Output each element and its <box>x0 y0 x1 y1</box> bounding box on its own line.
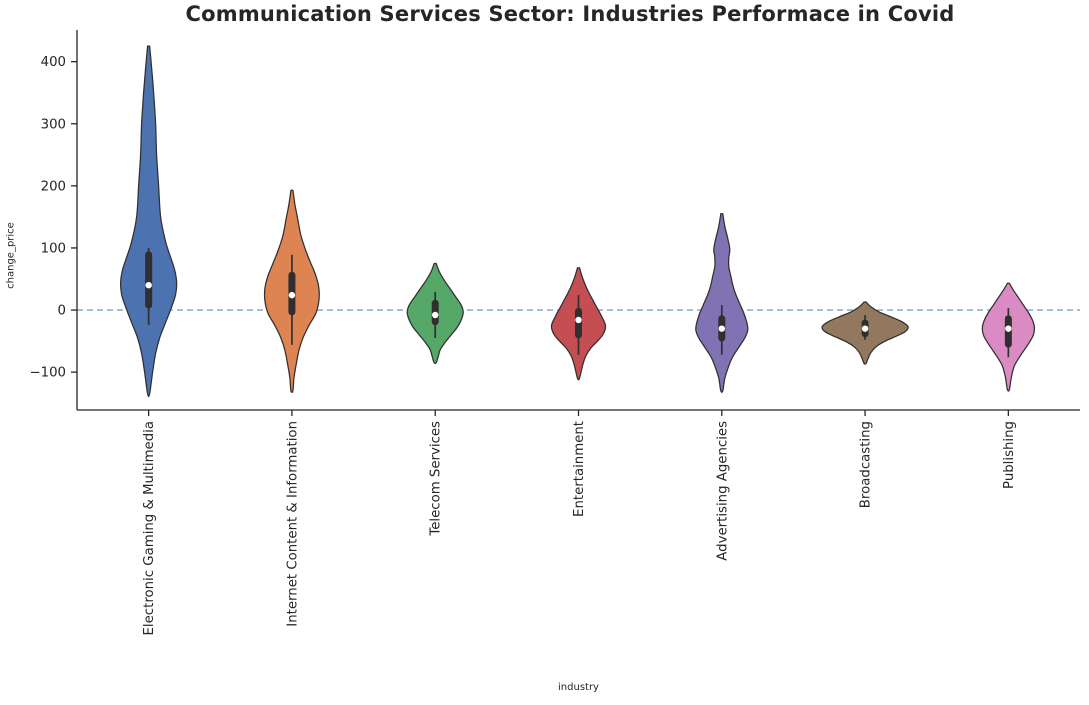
violin-advertising-agencies <box>695 213 749 393</box>
violin-median-dot-advertising-agencies <box>718 325 725 332</box>
y-tick-label: 400 <box>41 55 66 70</box>
chart-title: Communication Services Sector: Industrie… <box>185 2 955 26</box>
violin-electronic-gaming-multimedia <box>119 45 178 398</box>
y-tick-label: 0 <box>58 304 66 319</box>
y-tick-label: 300 <box>41 117 66 132</box>
y-axis-label: change_price <box>5 222 17 289</box>
violin-median-dot-entertainment <box>575 316 582 324</box>
x-tick-label: Telecom Services <box>429 421 444 537</box>
x-tick-label: Entertainment <box>572 421 587 517</box>
violin-median-dot-broadcasting <box>861 325 869 332</box>
violin-median-dot-electronic-gaming-multimedia <box>145 281 152 289</box>
y-tick-label: 200 <box>41 179 66 194</box>
x-tick-label: Broadcasting <box>859 421 874 508</box>
y-tick-label: −100 <box>29 366 66 381</box>
violin-median-dot-telecom-services <box>432 311 439 319</box>
x-tick-label: Internet Content & Information <box>285 421 300 627</box>
y-tick-label: 100 <box>41 241 66 256</box>
violin-median-dot-internet-content-information <box>288 291 296 299</box>
x-tick-label: Advertising Agencies <box>715 421 730 561</box>
x-axis-label: industry <box>558 682 599 693</box>
x-tick-label: Electronic Gaming & Multimedia <box>142 421 157 635</box>
violin-median-dot-publishing <box>1005 325 1012 332</box>
x-tick-label: Publishing <box>1002 421 1017 489</box>
